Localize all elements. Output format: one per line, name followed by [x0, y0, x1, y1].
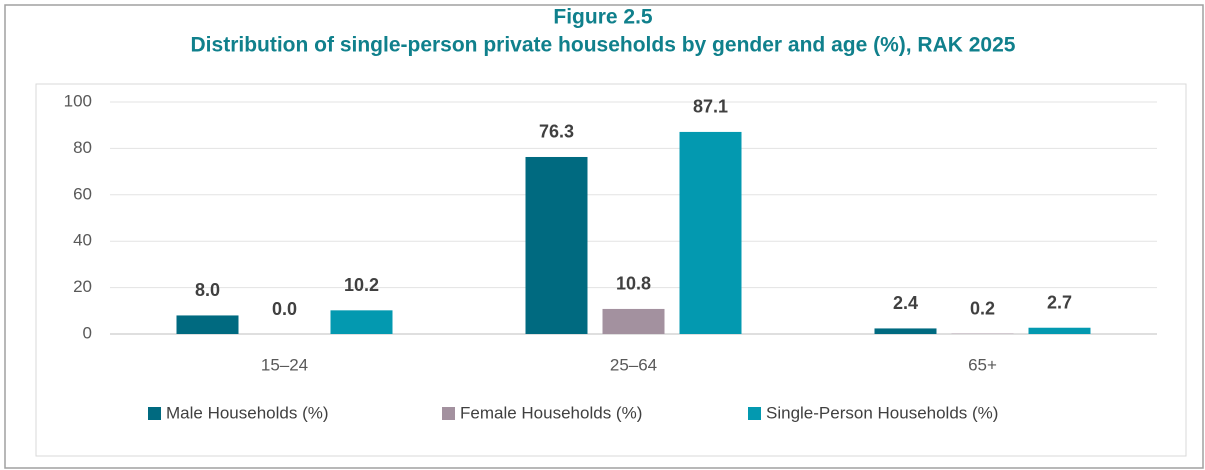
legend-label: Female Households (%): [460, 403, 642, 422]
value-label: 2.7: [1047, 292, 1072, 312]
value-label: 8.0: [195, 280, 220, 300]
bar: [602, 308, 665, 334]
x-tick-label: 15–24: [261, 355, 308, 374]
chart-title: Figure 2.5: [553, 6, 653, 29]
value-label: 0.2: [970, 298, 995, 318]
bar: [176, 315, 239, 334]
chart-subtitle: Distribution of single-person private ho…: [191, 34, 1016, 57]
y-tick-label: 20: [73, 277, 92, 296]
value-label: 10.8: [616, 274, 651, 294]
bar: [679, 131, 742, 334]
value-label: 10.2: [344, 275, 379, 295]
value-label: 0.0: [272, 299, 297, 319]
chart-frame: [35, 83, 1187, 457]
legend-swatch: [148, 407, 161, 420]
y-tick-label: 100: [64, 91, 92, 110]
bar: [1028, 327, 1091, 334]
value-label: 2.4: [893, 293, 918, 313]
bar: [525, 156, 588, 334]
y-tick-label: 40: [73, 231, 92, 250]
legend-label: Male Households (%): [166, 403, 329, 422]
x-tick-label: 25–64: [610, 355, 657, 374]
legend-swatch: [442, 407, 455, 420]
outer-frame: [4, 4, 1204, 469]
y-tick-label: 60: [73, 184, 92, 203]
x-tick-label: 65+: [968, 355, 997, 374]
y-tick-label: 0: [83, 323, 92, 342]
value-label: 76.3: [539, 122, 574, 142]
legend-label: Single-Person Households (%): [766, 403, 998, 422]
legend-swatch: [748, 407, 761, 420]
value-label: 87.1: [693, 97, 728, 117]
bar: [874, 328, 937, 334]
bar: [330, 310, 393, 334]
y-tick-label: 80: [73, 138, 92, 157]
